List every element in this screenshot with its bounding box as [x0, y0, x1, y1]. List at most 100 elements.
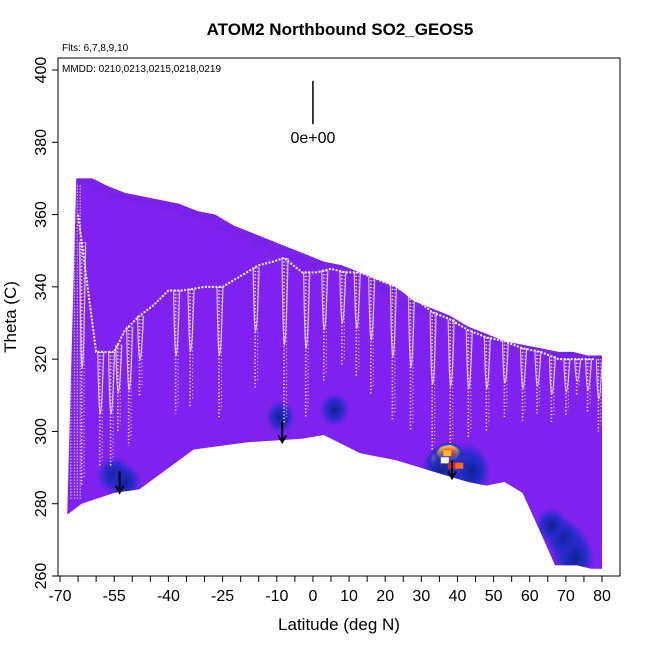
- plot-area: 0e+00: [67, 80, 602, 569]
- profile-trough: [252, 267, 260, 333]
- profile-trough: [563, 359, 571, 393]
- grid-cell: [251, 239, 270, 246]
- flights-note: Flts: 6,7,8,9,10: [62, 43, 129, 54]
- profile-trough: [79, 242, 87, 369]
- y-tick-label: 360: [33, 201, 50, 228]
- x-tick-label: -25: [211, 588, 234, 605]
- hotspot-core: [440, 457, 449, 464]
- grid-cell: [215, 225, 234, 232]
- profile-trough: [353, 272, 361, 330]
- x-tick-label: 50: [485, 588, 503, 605]
- grid-cell: [179, 210, 198, 217]
- profile-trough: [548, 356, 557, 395]
- x-tick-label: 60: [521, 588, 539, 605]
- y-tick-label: 320: [33, 346, 50, 373]
- grid-cell: [143, 200, 162, 207]
- hotspot-core: [443, 450, 452, 457]
- grid-cell: [305, 261, 324, 268]
- grid-cell: [573, 355, 588, 362]
- flight-upper-trace: [77, 214, 595, 361]
- so2-hotspot: [534, 507, 568, 544]
- grid-cell: [76, 178, 93, 185]
- profile-trough: [584, 359, 593, 391]
- profile-trough: [173, 290, 181, 357]
- grid-cell: [377, 286, 397, 293]
- grid-cell: [414, 308, 433, 315]
- so2-arrow-head: [277, 434, 288, 445]
- profile-trough: [303, 272, 311, 349]
- profile-trough: [368, 276, 376, 341]
- grid-cell: [125, 196, 144, 203]
- profile-trough: [574, 359, 582, 382]
- x-tick-label: 0: [308, 588, 317, 605]
- y-tick-label: 400: [33, 57, 50, 84]
- grid-cell: [486, 341, 505, 348]
- profile-trough: [595, 359, 602, 400]
- x-axis-label: Latitude (deg N): [278, 615, 400, 634]
- profile-trough: [447, 319, 455, 388]
- grid-cell: [106, 192, 126, 199]
- x-tick-label: -40: [157, 588, 180, 605]
- grid-cell: [92, 185, 107, 192]
- profile-trough: [281, 257, 289, 346]
- plot-frame: [57, 57, 621, 577]
- y-axis: 260 280 300 320 340 360 380 400: [33, 57, 58, 590]
- x-tick-label: 10: [340, 588, 358, 605]
- profile-trough: [136, 315, 145, 360]
- x-tick-label: -70: [48, 588, 71, 605]
- profile-trough: [126, 326, 134, 391]
- grid-cell: [269, 247, 288, 254]
- hotspot-core: [455, 462, 464, 469]
- so2-hotspot: [452, 450, 492, 493]
- x-tick-label: 30: [412, 588, 430, 605]
- grid-cell: [341, 272, 360, 279]
- profile-trough: [321, 270, 329, 330]
- profile-trough: [216, 286, 224, 357]
- grid-cell: [287, 254, 306, 261]
- scale-bar-label: 0e+00: [290, 130, 335, 147]
- y-tick-label: 380: [33, 129, 50, 156]
- dates-note: MMDD: 0210,0213,0215,0218,0219: [62, 64, 221, 75]
- y-tick-label: 340: [33, 273, 50, 300]
- y-tick-label: 280: [33, 490, 50, 517]
- x-tick-label: -55: [103, 588, 126, 605]
- grid-cell: [432, 315, 451, 322]
- grid-cell: [197, 214, 216, 221]
- profile-trough: [483, 337, 491, 390]
- x-tick-label: 70: [557, 588, 575, 605]
- profile-trough: [429, 312, 437, 386]
- so2-hotspot: [265, 400, 296, 434]
- grid-cell: [558, 351, 574, 358]
- profile-trough: [519, 348, 528, 389]
- profile-trough: [534, 351, 542, 387]
- profile-trough: [389, 285, 398, 358]
- x-tick-label: 80: [593, 588, 611, 605]
- y-tick-label: 260: [33, 563, 50, 590]
- grid-cell: [396, 301, 415, 308]
- so2-hotspot: [108, 463, 142, 501]
- grid-cell: [323, 265, 342, 272]
- y-tick-label: 300: [33, 418, 50, 445]
- chart-title: ATOM2 Northbound SO2_GEOS5: [207, 20, 474, 39]
- grid-cell: [450, 326, 469, 333]
- so2-arrow-head: [114, 485, 125, 495]
- grid-cell: [540, 351, 559, 358]
- profile-trough: [187, 289, 195, 352]
- grid-cell: [504, 344, 523, 351]
- profile-trough: [339, 271, 347, 324]
- x-tick-label: 20: [376, 588, 394, 605]
- profile-trough: [115, 344, 123, 393]
- grid-cell: [587, 355, 602, 362]
- grid-cell: [161, 203, 180, 210]
- profile-trough: [407, 295, 416, 369]
- so2-hotspot: [319, 393, 350, 427]
- grid-cell: [468, 333, 487, 340]
- x-tick-label: -10: [265, 588, 288, 605]
- x-tick-label: 40: [449, 588, 467, 605]
- profile-trough: [97, 351, 105, 414]
- grid-cell: [233, 232, 252, 239]
- profile-trough: [465, 330, 473, 389]
- y-axis-label: Theta (C): [1, 281, 20, 353]
- x-axis: -70 -55 -40 -25 -10 0 10 20 30 40 50 60 70 80: [48, 576, 611, 605]
